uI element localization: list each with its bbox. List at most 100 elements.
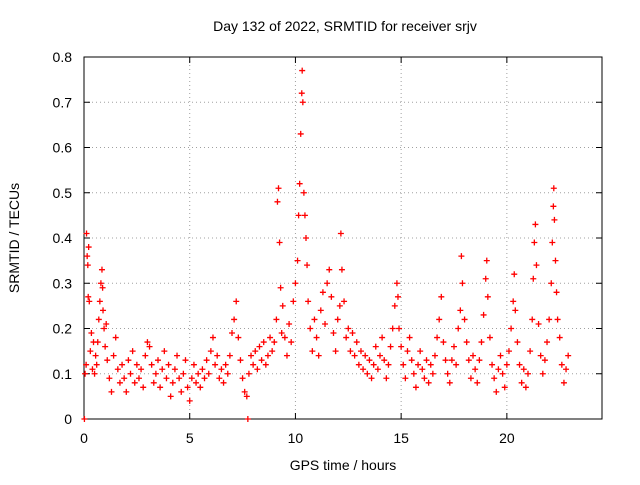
data-point [478,339,485,346]
data-point [551,216,558,223]
data-point [297,130,304,137]
data-point [171,366,178,373]
data-point [458,253,465,260]
data-point [127,370,134,377]
data-point [465,357,472,364]
data-point [182,357,189,364]
data-point [463,339,470,346]
data-point [199,366,206,373]
data-point [84,253,91,260]
data-point [224,370,231,377]
data-point [100,307,107,314]
data-point [453,361,460,368]
data-point [483,257,490,264]
data-point [248,352,255,359]
data-point [129,348,136,355]
data-point [394,293,401,300]
data-point [150,379,157,386]
data-point [299,99,306,106]
data-point [550,185,557,192]
data-point [480,311,487,318]
data-point [527,348,534,355]
data-point [345,325,352,332]
data-point [552,257,559,264]
data-point [94,339,101,346]
data-point [292,280,299,287]
data-point [474,379,481,386]
data-point [83,230,90,237]
chart-title: Day 132 of 2022, SRMTID for receiver srj… [213,18,477,34]
data-point [233,298,240,305]
data-point [389,325,396,332]
data-point [491,375,498,382]
data-point [402,375,409,382]
data-point [288,339,295,346]
data-point [273,316,280,323]
data-point [304,262,311,269]
data-point [393,280,400,287]
data-point [355,361,362,368]
data-point [305,298,312,305]
y-axis-label: SRMTID / TECUs [6,183,22,293]
data-point [530,275,537,282]
data-point [505,348,512,355]
data-point [193,379,200,386]
data-point [476,357,483,364]
data-point [239,375,246,382]
data-point [97,280,104,287]
data-point [276,239,283,246]
data-point [448,357,455,364]
data-point [91,370,98,377]
data-point [553,289,560,296]
data-point [271,339,278,346]
data-point [212,361,219,368]
data-point [412,384,419,391]
data-point [195,370,202,377]
data-point [283,352,290,359]
data-point [510,298,517,305]
data-point [338,266,345,273]
data-point [201,375,208,382]
data-point [108,388,115,395]
data-point [408,357,415,364]
data-point [482,275,489,282]
data-point [336,302,343,309]
data-point [102,343,109,350]
data-point [142,352,149,359]
data-point [529,316,536,323]
y-tick-label: 0.6 [53,140,73,156]
data-point [351,352,358,359]
x-tick-label: 15 [393,430,409,446]
data-point [112,334,119,341]
data-point [532,221,539,228]
data-point [400,361,407,368]
data-point [349,330,356,337]
data-point [167,393,174,400]
data-point [366,357,373,364]
data-point [415,361,422,368]
data-point [116,379,123,386]
data-point [229,330,235,337]
data-point [133,361,140,368]
data-point [417,348,424,355]
data-point [499,370,506,377]
data-point [155,357,161,364]
data-point [184,384,191,391]
data-point [157,384,164,391]
data-point [243,393,250,400]
data-point [558,361,565,368]
data-point [123,388,130,395]
data-point [125,357,132,364]
data-point [563,366,570,373]
data-point [298,90,305,97]
data-point [279,302,286,309]
data-point [140,384,147,391]
data-point [330,330,337,337]
data-point [387,343,394,350]
data-point [214,352,221,359]
data-point [135,375,142,382]
data-point [311,316,318,323]
data-point [95,316,102,323]
data-point [539,370,546,377]
